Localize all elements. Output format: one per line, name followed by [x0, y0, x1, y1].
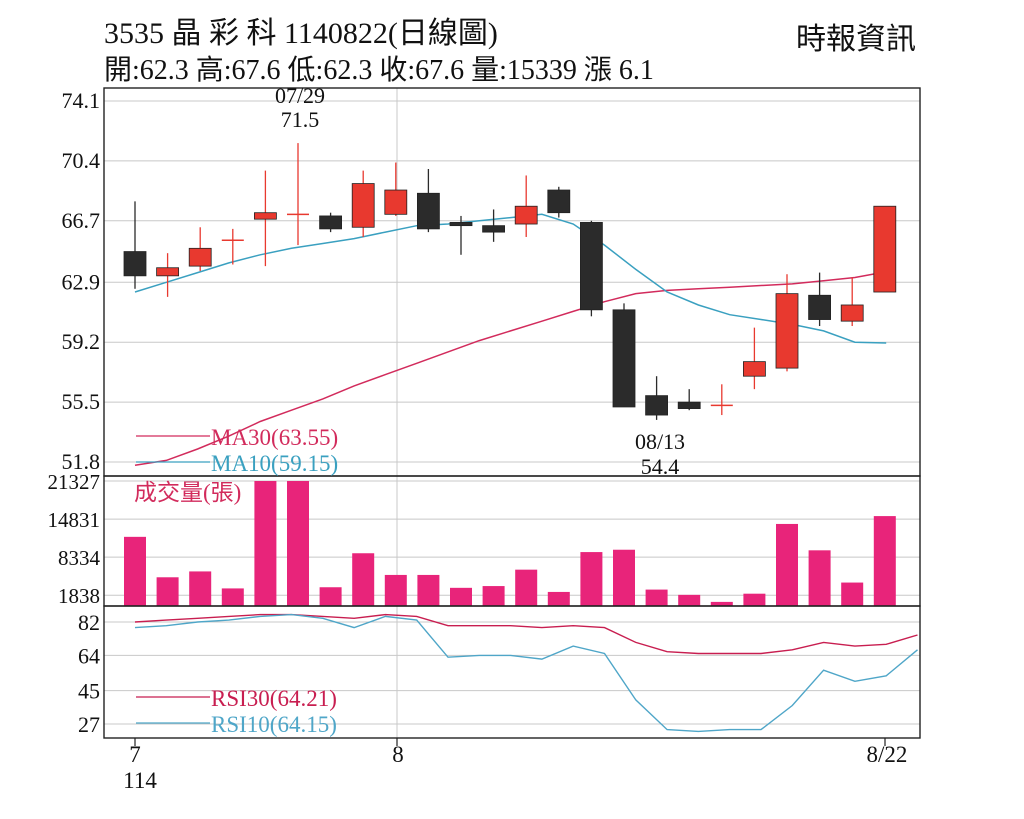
volume-bar: [645, 589, 668, 606]
candle-body: [514, 205, 538, 225]
candle-body: [416, 192, 440, 230]
candle-body: [351, 183, 375, 228]
volume-bar: [124, 536, 146, 606]
volume-tick-label: 14831: [48, 508, 101, 532]
candle-body: [808, 294, 831, 320]
rsi-tick-label: 64: [78, 643, 100, 668]
x-label-end: 8/22: [867, 742, 908, 767]
candle-body: [677, 401, 701, 409]
volume-bar: [189, 571, 212, 606]
price-tick-label: 59.2: [62, 329, 101, 354]
volume-bar: [841, 582, 864, 606]
volume-bar: [287, 481, 309, 606]
moving-averages: [134, 213, 887, 466]
panel-frame: [103, 605, 921, 739]
candle-body: [253, 212, 277, 220]
candle-body: [612, 309, 636, 408]
low-date-annotation: 08/13: [635, 429, 685, 454]
x-label-year: 114: [123, 768, 157, 793]
candle-body: [547, 189, 571, 214]
candle-body: [775, 293, 799, 369]
chart-title: 3535 晶 彩 科 1140822(日線圖): [104, 17, 498, 50]
volume-bar: [254, 481, 277, 606]
candle-body: [580, 222, 603, 311]
volume-bar: [156, 577, 179, 606]
candle-body: [840, 304, 864, 322]
volume-bar: [776, 523, 798, 606]
rsi-tick-label: 27: [78, 712, 100, 737]
rsi30-legend-label: RSI30(64.21): [211, 686, 337, 711]
volume-bar: [417, 574, 440, 606]
volume-bar: [319, 587, 342, 606]
volume-bar: [515, 569, 538, 606]
rsi30-line: [134, 613, 918, 655]
x-label-mid-month: 8: [392, 742, 404, 767]
rsi-lines: [134, 613, 918, 733]
price-tick-label: 66.7: [62, 208, 101, 233]
volume-bar: [710, 601, 733, 606]
volume-bar: [873, 516, 896, 606]
ma10-legend-label: MA10(59.15): [211, 451, 338, 476]
volume-tick-label: 21327: [48, 470, 101, 494]
price-tick-label: 51.8: [62, 449, 101, 474]
candle-body: [384, 189, 408, 215]
candle-body: [156, 267, 180, 277]
candle-body: [123, 251, 147, 277]
candle-body: [873, 205, 897, 293]
price-tick-label: 62.9: [62, 269, 101, 294]
high-date-annotation: 07/29: [275, 83, 325, 108]
ma30-legend-label: MA30(63.55): [211, 425, 338, 450]
volume-bar: [808, 550, 831, 606]
volume-tick-label: 1838: [58, 584, 100, 608]
volume-bar: [743, 593, 766, 606]
price-stats: 開:62.3 高:67.6 低:62.3 收:67.6 量:15339 漲 6.…: [104, 55, 654, 86]
candle-body: [645, 395, 668, 416]
volume-bar: [613, 549, 635, 606]
rsi-tick-label: 82: [78, 610, 100, 635]
volume-bar: [450, 587, 472, 606]
volume-bar: [547, 591, 570, 606]
ma10-line: [134, 213, 887, 344]
volume-bar: [384, 574, 407, 606]
candle-body: [482, 225, 506, 233]
grid-lines: [104, 88, 920, 738]
candles: [123, 143, 897, 420]
volume-bar: [221, 588, 244, 606]
candle-body: [319, 215, 343, 230]
volume-bar: [482, 586, 505, 606]
price-tick-label: 70.4: [62, 148, 101, 173]
chart-frame: [103, 87, 921, 746]
candle-body: [188, 247, 212, 267]
volume-label: 成交量(張): [134, 480, 241, 505]
volume-bar: [352, 553, 375, 606]
candle-body: [449, 222, 473, 227]
source-label: 時報資訊: [796, 23, 916, 56]
low-value-annotation: 54.4: [641, 454, 680, 479]
rsi10-legend-label: RSI10(64.15): [211, 712, 337, 737]
volume-bars: [124, 481, 896, 606]
x-label-start-month: 7: [129, 742, 141, 767]
ma30-line: [134, 271, 887, 466]
volume-tick-label: 8334: [58, 546, 101, 570]
price-tick-label: 55.5: [62, 389, 101, 414]
volume-bar: [678, 594, 701, 606]
candle-body: [743, 361, 766, 377]
volume-bar: [580, 552, 603, 606]
rsi-tick-label: 45: [78, 679, 100, 704]
high-value-annotation: 71.5: [281, 107, 320, 132]
rsi10-line: [134, 613, 918, 733]
price-tick-label: 74.1: [62, 88, 101, 113]
